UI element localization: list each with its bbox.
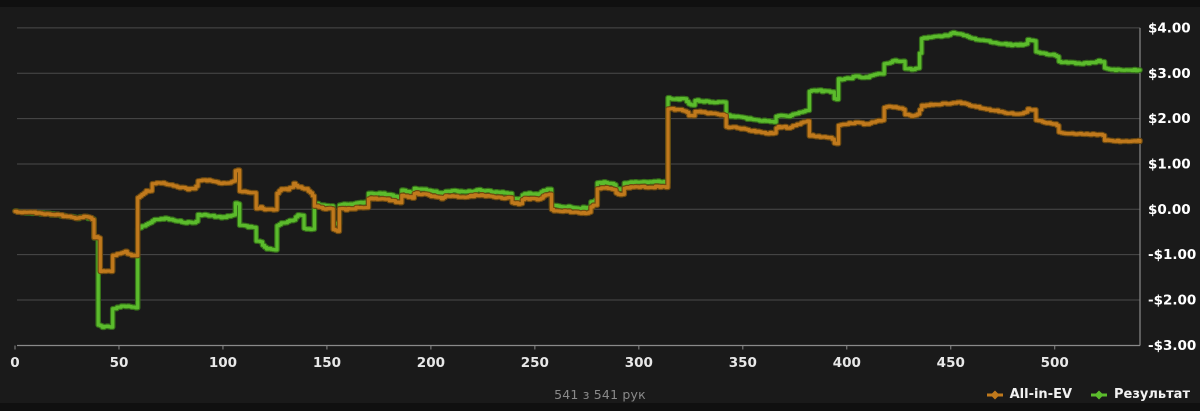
legend-label-result: Результат bbox=[1114, 387, 1190, 402]
gridlines bbox=[17, 27, 1140, 301]
svg-text:$2.00: $2.00 bbox=[1148, 111, 1191, 127]
chart-legend: All-in-EV Результат bbox=[986, 387, 1190, 402]
svg-text:-$2.00: -$2.00 bbox=[1148, 293, 1196, 309]
hand-count-label: 541 з 541 рук bbox=[554, 386, 646, 402]
result-line-marker-icon bbox=[1091, 390, 1108, 399]
svg-text:250: 250 bbox=[521, 355, 549, 371]
svg-text:300: 300 bbox=[625, 355, 653, 371]
svg-text:150: 150 bbox=[313, 355, 341, 371]
y-axis-labels: $4.00 $3.00 $2.00 $1.00 $0.00 -$1.00 -$2.00 -$3… bbox=[1148, 20, 1196, 353]
bottom-edge-strip bbox=[0, 403, 1200, 411]
svg-text:350: 350 bbox=[729, 355, 757, 371]
svg-text:100: 100 bbox=[209, 355, 237, 371]
x-axis-ticks: 0 50 100 150 200 250 300 350 400 450 500 bbox=[10, 345, 1069, 371]
axis-lines bbox=[17, 27, 1141, 347]
all-in-ev-line-marker-icon bbox=[986, 390, 1003, 399]
svg-text:500: 500 bbox=[1041, 355, 1069, 371]
svg-text:$1.00: $1.00 bbox=[1148, 156, 1191, 172]
svg-text:-$1.00: -$1.00 bbox=[1148, 247, 1196, 263]
series-all-in-ev-line bbox=[12, 99, 1143, 275]
svg-text:0: 0 bbox=[10, 355, 19, 371]
svg-text:$3.00: $3.00 bbox=[1148, 66, 1191, 82]
legend-label-all-in-ev: All-in-EV bbox=[1009, 387, 1073, 402]
legend-item-all-in-ev[interactable]: All-in-EV bbox=[986, 387, 1072, 402]
svg-text:450: 450 bbox=[937, 355, 965, 371]
footer: 541 з 541 рук bbox=[0, 383, 1200, 405]
svg-text:400: 400 bbox=[833, 355, 861, 371]
svg-text:50: 50 bbox=[110, 355, 129, 371]
svg-text:$0.00: $0.00 bbox=[1148, 202, 1191, 218]
legend-item-result[interactable]: Результат bbox=[1090, 387, 1190, 402]
svg-text:200: 200 bbox=[417, 355, 445, 371]
top-edge-strip bbox=[0, 0, 1200, 7]
series-result-line bbox=[12, 29, 1143, 331]
svg-text:$4.00: $4.00 bbox=[1148, 20, 1191, 36]
svg-text:-$3.00: -$3.00 bbox=[1148, 338, 1196, 354]
